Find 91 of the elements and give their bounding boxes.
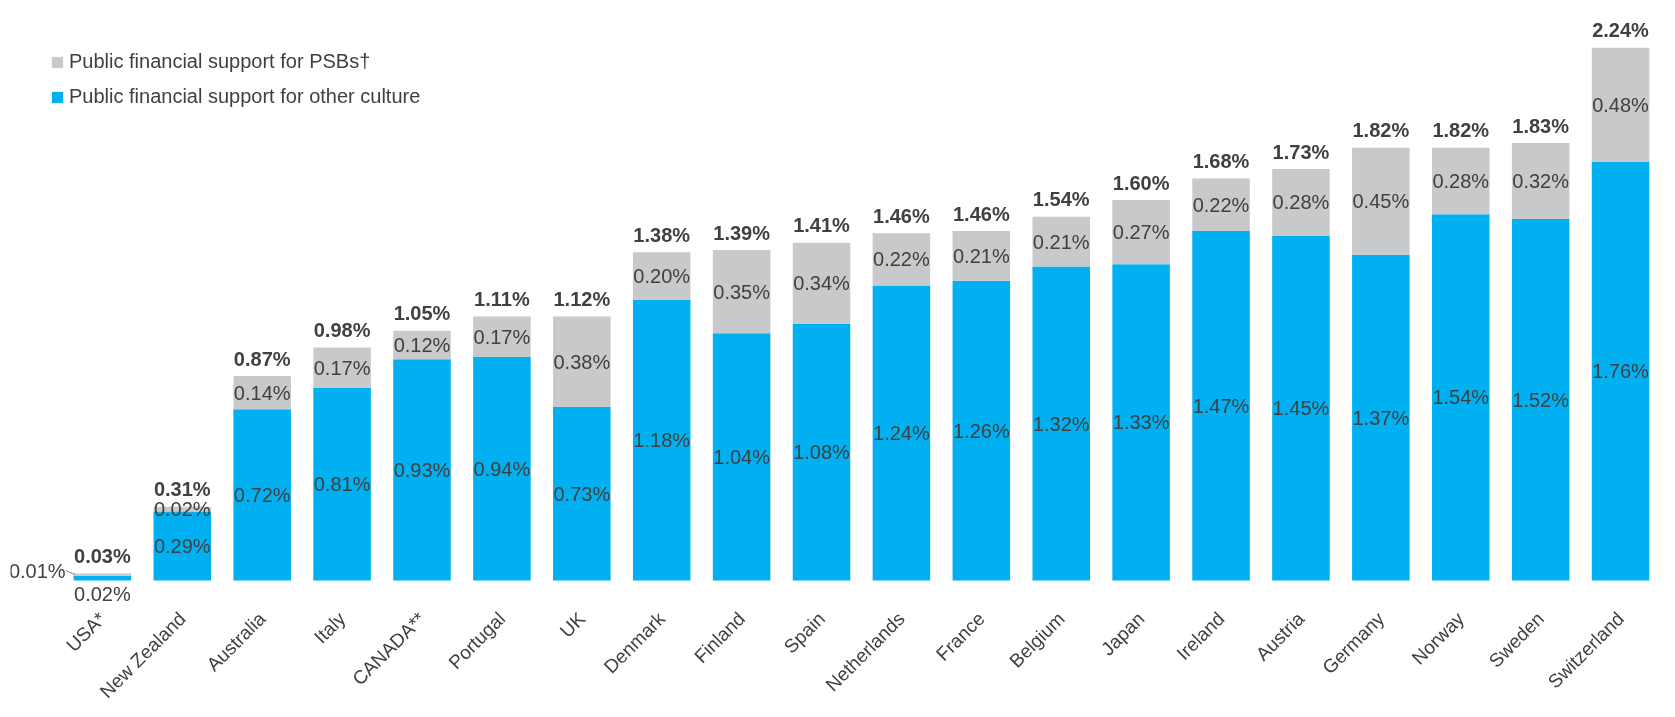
total-label: 1.54% (1032, 188, 1090, 211)
bar (473, 356, 531, 581)
data-label: 0.72% (233, 483, 291, 506)
bar (553, 406, 611, 581)
bar (792, 323, 851, 581)
data-label: 0.48% (1592, 93, 1650, 116)
x-tick-label: UK (555, 607, 590, 642)
bar (1352, 254, 1410, 581)
total-label: 1.05% (393, 302, 451, 325)
data-label: 0.35% (713, 280, 771, 303)
data-label: 1.33% (1112, 411, 1170, 434)
data-label: 0.94% (473, 457, 531, 480)
bar (712, 333, 771, 581)
data-label: 0.12% (393, 334, 451, 357)
data-label: 0.32% (1512, 169, 1570, 192)
bar (712, 249, 771, 334)
bar (553, 316, 611, 407)
bar (1352, 147, 1410, 255)
bar (1112, 264, 1170, 581)
total-label: 1.41% (793, 214, 851, 237)
data-label: 1.04% (713, 445, 771, 468)
legend-label: Public financial support for PSBs† (69, 50, 371, 73)
bar (1272, 235, 1330, 581)
data-label: 0.01% (8, 559, 66, 582)
total-label: 1.83% (1512, 114, 1570, 137)
data-label: 0.34% (793, 272, 851, 295)
data-label: 0.28% (1432, 169, 1490, 192)
data-label: 0.38% (553, 350, 611, 373)
total-label: 1.38% (633, 223, 691, 246)
total-label: 0.98% (313, 319, 371, 342)
data-label: 1.32% (1032, 412, 1090, 435)
total-label: 1.11% (474, 288, 530, 311)
data-label: 0.22% (1192, 193, 1250, 216)
data-label: 0.21% (952, 244, 1010, 267)
total-label: 1.46% (952, 202, 1010, 225)
bar (632, 299, 691, 581)
data-label: 1.52% (1512, 388, 1570, 411)
bar (1591, 161, 1650, 581)
data-label: 1.08% (793, 441, 851, 464)
data-label: 0.02% (74, 582, 131, 605)
total-label: 0.31% (153, 478, 211, 501)
bar (1272, 169, 1330, 236)
bar (1431, 214, 1490, 581)
bar (393, 359, 451, 581)
total-label: 0.87% (233, 347, 291, 370)
data-label: 0.17% (473, 325, 531, 348)
bar (952, 280, 1011, 581)
total-label: 1.12% (553, 288, 611, 311)
data-label: 1.24% (873, 422, 930, 445)
data-label: 0.45% (1352, 190, 1410, 213)
bar (1591, 47, 1650, 162)
data-label: 0.28% (1272, 191, 1330, 214)
total-label: 1.60% (1112, 171, 1170, 194)
bar (73, 575, 132, 581)
data-label: 0.81% (313, 473, 371, 496)
data-label: 0.29% (153, 535, 211, 558)
x-tick-label: Italy (310, 607, 350, 648)
data-label: 1.18% (633, 429, 691, 452)
data-label: 1.54% (1432, 386, 1490, 409)
total-label: 1.73% (1272, 140, 1330, 163)
data-label: 0.20% (633, 265, 691, 288)
bar (1192, 230, 1250, 581)
total-label: 2.24% (1592, 19, 1650, 42)
data-label: 0.21% (1032, 230, 1090, 253)
data-label: 0.22% (873, 248, 930, 271)
bar (73, 573, 132, 576)
bar (1032, 266, 1090, 581)
data-label: 0.73% (553, 482, 611, 505)
total-label: 1.82% (1432, 119, 1490, 142)
legend-label: Public financial support for other culture (69, 85, 421, 108)
bar (1112, 200, 1170, 265)
total-label: 1.82% (1352, 119, 1410, 142)
bar (1511, 219, 1570, 581)
data-label: 1.47% (1192, 394, 1250, 417)
bar (872, 285, 931, 581)
total-label: 0.03% (74, 545, 131, 567)
bar (1511, 142, 1570, 220)
bar (313, 387, 371, 581)
bar (233, 409, 291, 581)
data-label: 1.45% (1272, 397, 1330, 420)
data-label: 1.26% (952, 419, 1010, 442)
data-label: 0.93% (393, 458, 451, 481)
data-label: 0.17% (313, 356, 371, 379)
bar (792, 242, 851, 324)
data-label: 1.76% (1592, 360, 1650, 383)
data-label: 0.27% (1112, 221, 1170, 244)
total-label: 1.68% (1192, 150, 1250, 173)
data-label: 0.14% (233, 381, 291, 404)
total-label: 1.46% (873, 204, 930, 227)
total-label: 1.39% (713, 221, 771, 244)
data-label: 1.37% (1352, 406, 1410, 429)
